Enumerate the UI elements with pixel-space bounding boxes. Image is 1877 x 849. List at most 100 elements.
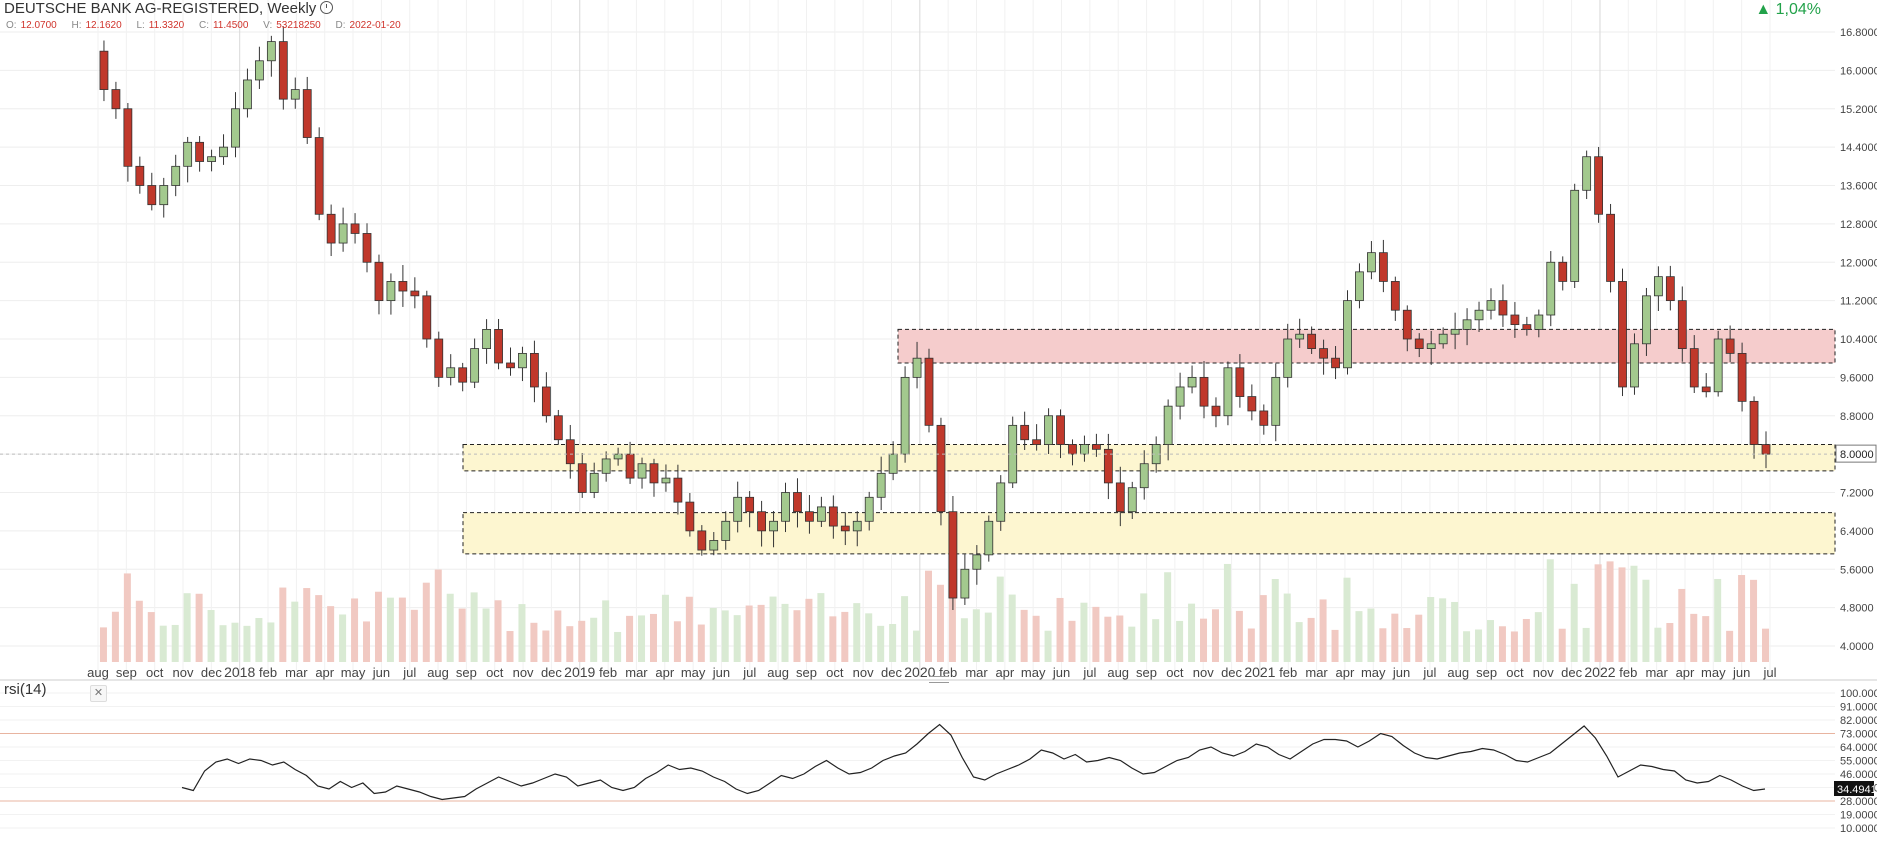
candle-down	[458, 367, 468, 383]
close-rsi-button[interactable]: ✕	[90, 685, 107, 702]
time-axis-label: apr	[315, 665, 334, 680]
time-axis-label: oct	[826, 665, 844, 680]
time-axis-label: dec	[201, 665, 222, 680]
candle-down	[1235, 367, 1245, 397]
volume-bar	[1176, 620, 1184, 662]
volume-bar	[458, 608, 466, 662]
volume-bar	[1295, 622, 1303, 662]
candle-up	[960, 568, 970, 599]
candle-down	[1558, 261, 1568, 282]
time-axis-label: nov	[173, 665, 194, 680]
candle-down	[1594, 156, 1603, 215]
time-axis-label: aug	[87, 665, 109, 680]
price-tick-label: 4.0000	[1840, 641, 1874, 653]
time-axis-label: sep	[796, 665, 817, 680]
candle-up	[1630, 343, 1639, 388]
volume-bar	[1188, 603, 1196, 662]
candle-up	[1534, 314, 1544, 330]
volume-bar	[901, 596, 909, 662]
price-tick-label: 14.4000	[1840, 142, 1877, 154]
candle-up	[876, 472, 886, 498]
price-tick-label: 11.2000	[1840, 296, 1877, 308]
candle-down	[278, 41, 288, 100]
ohlc-high-label: H:	[71, 20, 82, 31]
chart-title: DEUTSCHE BANK AG-REGISTERED, Weekly	[4, 0, 334, 17]
volume-bar	[1367, 608, 1375, 662]
volume-bar	[1068, 620, 1076, 662]
volume-bar	[1235, 610, 1243, 662]
volume-bar	[422, 582, 430, 662]
time-axis-label: sep	[116, 665, 137, 680]
time-axis-label: jul	[742, 665, 756, 680]
time-axis-label: dec	[1561, 665, 1582, 680]
candle-up	[1546, 261, 1556, 316]
time-axis-label: jul	[1082, 665, 1096, 680]
volume-bar	[984, 612, 992, 662]
candle-up	[219, 146, 228, 158]
volume-bar	[518, 604, 526, 662]
volume-bar	[1486, 620, 1494, 662]
candle-down	[805, 511, 814, 522]
price-tick-label: 5.6000	[1840, 564, 1874, 576]
volume-bar	[1116, 615, 1124, 662]
volume-bar	[829, 616, 837, 662]
candle-up	[290, 89, 300, 100]
volume-bar	[339, 614, 347, 662]
volume-bar	[1379, 628, 1387, 662]
candle-down	[422, 295, 432, 340]
price-tick-label: 12.8000	[1840, 219, 1877, 231]
candle-down	[302, 89, 312, 138]
time-axis-label: aug	[1447, 665, 1469, 680]
candle-up	[338, 223, 348, 244]
volume-bar	[1570, 583, 1578, 662]
ohlc-date-label: D:	[335, 20, 346, 31]
volume-bar	[685, 596, 693, 662]
candle-down	[1056, 415, 1065, 445]
clock-icon	[320, 1, 334, 14]
time-axis-label: apr	[1336, 665, 1355, 680]
volume-bar	[1032, 615, 1040, 662]
candle-up	[996, 482, 1006, 522]
candle-up	[1426, 343, 1436, 349]
candle-up	[637, 463, 647, 479]
rsi-tick-label: 46.0000	[1840, 769, 1877, 781]
volume-bar	[303, 588, 311, 662]
candle-down	[1319, 348, 1328, 359]
candle-up	[589, 472, 599, 493]
price-tick-label: 13.6000	[1840, 181, 1877, 193]
volume-bar	[327, 606, 335, 662]
candle-down	[434, 338, 444, 378]
candle-up	[1438, 333, 1448, 345]
volume-bar	[733, 615, 741, 662]
time-axis-label: oct	[146, 665, 164, 680]
volume-bar	[506, 631, 514, 662]
price-tick-label: 6.4000	[1840, 526, 1874, 538]
volume-bar	[889, 623, 897, 662]
candle-up	[1355, 271, 1364, 302]
volume-bar	[410, 609, 418, 662]
volume-bar	[1606, 561, 1614, 662]
volume-bar	[123, 573, 131, 662]
volume-bar	[1762, 628, 1769, 662]
candle-down	[410, 290, 420, 297]
ohlc-close-label: C:	[198, 20, 209, 31]
price-change: ▲ 1,04%	[1755, 1, 1821, 18]
volume-bar	[195, 593, 203, 662]
candle-down	[553, 415, 563, 441]
time-axis-label: jun	[712, 665, 730, 680]
candle-up	[601, 458, 611, 474]
candle-up	[769, 520, 778, 532]
time-axis-label: 2021	[1244, 664, 1275, 680]
pane-resize-handle[interactable]	[929, 676, 949, 683]
volume-bar	[578, 620, 586, 662]
candle-down	[99, 50, 109, 90]
candle-up	[1653, 276, 1663, 297]
candle-down	[506, 362, 515, 369]
volume-bar	[817, 593, 825, 662]
volume-bar	[147, 612, 155, 662]
volume-bar	[877, 625, 885, 662]
rsi-tick-label: 100.0000	[1840, 688, 1877, 700]
candle-up	[912, 357, 922, 378]
candle-up	[709, 540, 719, 551]
